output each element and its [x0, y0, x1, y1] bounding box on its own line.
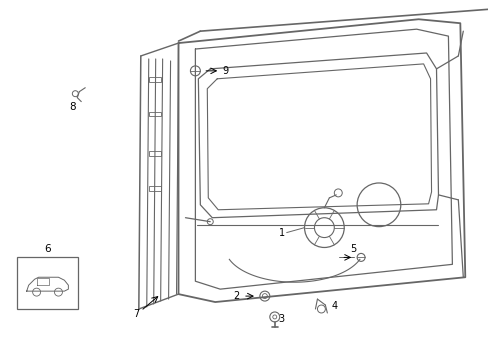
- Bar: [149, 186, 161, 191]
- Bar: [149, 112, 161, 117]
- Text: 1: 1: [279, 228, 285, 238]
- Text: 3: 3: [279, 314, 285, 324]
- Bar: [17, 257, 78, 309]
- Text: 5: 5: [350, 244, 356, 255]
- Text: 9: 9: [222, 66, 228, 76]
- Text: 4: 4: [331, 301, 338, 311]
- Text: 6: 6: [44, 244, 51, 255]
- Bar: [149, 77, 161, 82]
- Text: 7: 7: [133, 309, 139, 319]
- Text: 2: 2: [233, 291, 239, 301]
- Text: 8: 8: [69, 102, 75, 112]
- Bar: [149, 151, 161, 156]
